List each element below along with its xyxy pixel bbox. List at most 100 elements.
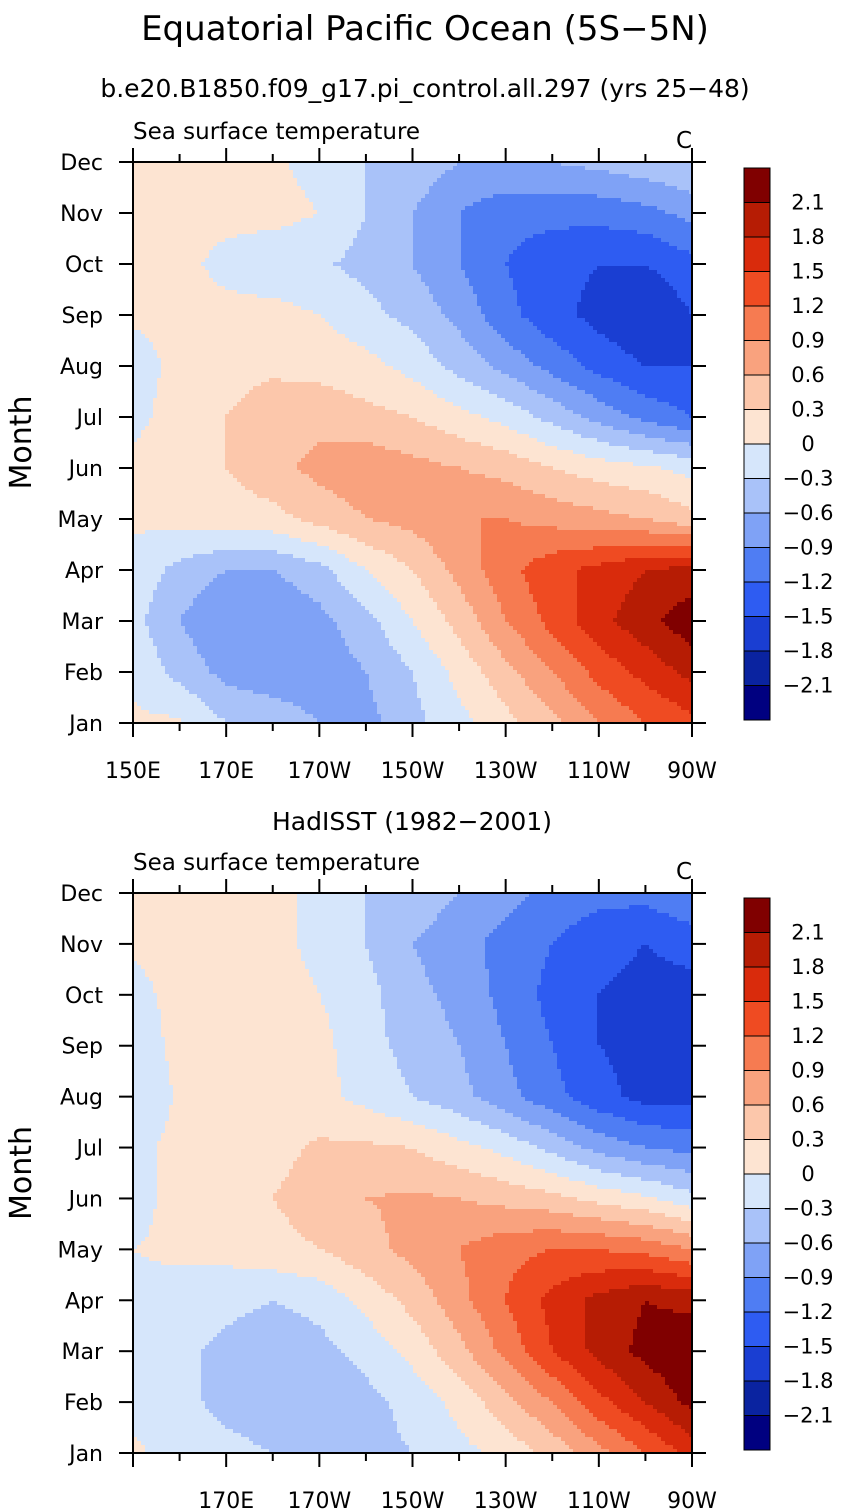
sst-cell	[441, 178, 445, 182]
sst-cell	[581, 178, 585, 182]
sst-cell	[465, 186, 469, 190]
sst-cell	[373, 178, 377, 182]
sst-cell	[549, 182, 553, 186]
sst-cell	[261, 170, 265, 174]
sst-cell	[477, 170, 481, 174]
sst-cell	[625, 182, 629, 186]
sst-cell	[481, 174, 485, 178]
sst-cell	[541, 178, 545, 182]
sst-cell	[225, 170, 229, 174]
sst-cell	[317, 166, 321, 170]
sst-cell	[397, 178, 401, 182]
sst-cell	[437, 170, 441, 174]
sst-cell	[345, 182, 349, 186]
sst-cell	[149, 166, 153, 170]
sst-cell	[269, 174, 273, 178]
sst-cell	[289, 182, 293, 186]
sst-cell	[257, 170, 261, 174]
sst-cell	[137, 182, 141, 186]
sst-cell	[525, 170, 529, 174]
sst-cell	[385, 166, 389, 170]
sst-cell	[501, 178, 505, 182]
sst-cell	[597, 166, 601, 170]
sst-cell	[257, 186, 261, 190]
sst-cell	[165, 178, 169, 182]
sst-cell	[669, 170, 673, 174]
sst-cell	[457, 178, 461, 182]
sst-cell	[613, 170, 617, 174]
sst-cell	[597, 186, 601, 190]
sst-cell	[297, 182, 301, 186]
sst-cell	[537, 166, 541, 170]
sst-cell	[237, 178, 241, 182]
sst-cell	[361, 166, 365, 170]
sst-cell	[181, 186, 185, 190]
sst-cell	[369, 178, 373, 182]
sst-cell	[265, 186, 269, 190]
sst-cell	[217, 178, 221, 182]
sst-cell	[185, 174, 189, 178]
sst-cell	[141, 186, 145, 190]
sst-cell	[577, 186, 581, 190]
sst-cell	[141, 170, 145, 174]
sst-cell	[685, 178, 689, 182]
sst-cell	[325, 186, 329, 190]
sst-cell	[517, 174, 521, 178]
sst-cell	[521, 186, 525, 190]
sst-cell	[413, 182, 417, 186]
sst-cell	[609, 182, 613, 186]
sst-cell	[565, 174, 569, 178]
sst-cell	[185, 186, 189, 190]
sst-cell	[337, 170, 341, 174]
sst-cell	[153, 170, 157, 174]
sst-cell	[609, 178, 613, 182]
sst-cell	[305, 174, 309, 178]
sst-cell	[341, 182, 345, 186]
sst-cell	[233, 166, 237, 170]
sst-cell	[377, 178, 381, 182]
sst-cell	[441, 174, 445, 178]
sst-cell	[685, 182, 689, 186]
sst-cell	[517, 166, 521, 170]
sst-cell	[205, 174, 209, 178]
sst-cell	[189, 174, 193, 178]
sst-cell	[441, 186, 445, 190]
sst-cell	[481, 178, 485, 182]
sst-cell	[345, 186, 349, 190]
model-panel: JanFebMarAprMayJunJulAugSepOctNovDec150E…	[4, 119, 834, 784]
sst-cell	[277, 182, 281, 186]
sst-cell	[617, 178, 621, 182]
sst-cell	[669, 178, 673, 182]
sst-cell	[557, 186, 561, 190]
sst-cell	[353, 178, 357, 182]
sst-cell	[253, 182, 257, 186]
sst-cell	[353, 166, 357, 170]
sst-cell	[325, 166, 329, 170]
sst-cell	[381, 182, 385, 186]
sst-cell	[513, 174, 517, 178]
sst-cell	[589, 186, 593, 190]
sst-cell	[537, 186, 541, 190]
sst-cell	[301, 174, 305, 178]
sst-cell	[345, 174, 349, 178]
sst-cell	[453, 170, 457, 174]
sst-cell	[517, 170, 521, 174]
sst-cell	[453, 166, 457, 170]
sst-cell	[533, 174, 537, 178]
sst-cell	[497, 174, 501, 178]
sst-cell	[289, 174, 293, 178]
sst-cell	[189, 182, 193, 186]
sst-cell	[561, 182, 565, 186]
sst-cell	[297, 170, 301, 174]
sst-cell	[421, 166, 425, 170]
sst-cell	[589, 178, 593, 182]
sst-cell	[453, 174, 457, 178]
sst-cell	[525, 166, 529, 170]
sst-cell	[621, 182, 625, 186]
sst-cell	[629, 170, 633, 174]
sst-cell	[529, 186, 533, 190]
sst-cell	[393, 178, 397, 182]
sst-cell	[301, 182, 305, 186]
sst-cell	[193, 174, 197, 178]
sst-cell	[553, 166, 557, 170]
